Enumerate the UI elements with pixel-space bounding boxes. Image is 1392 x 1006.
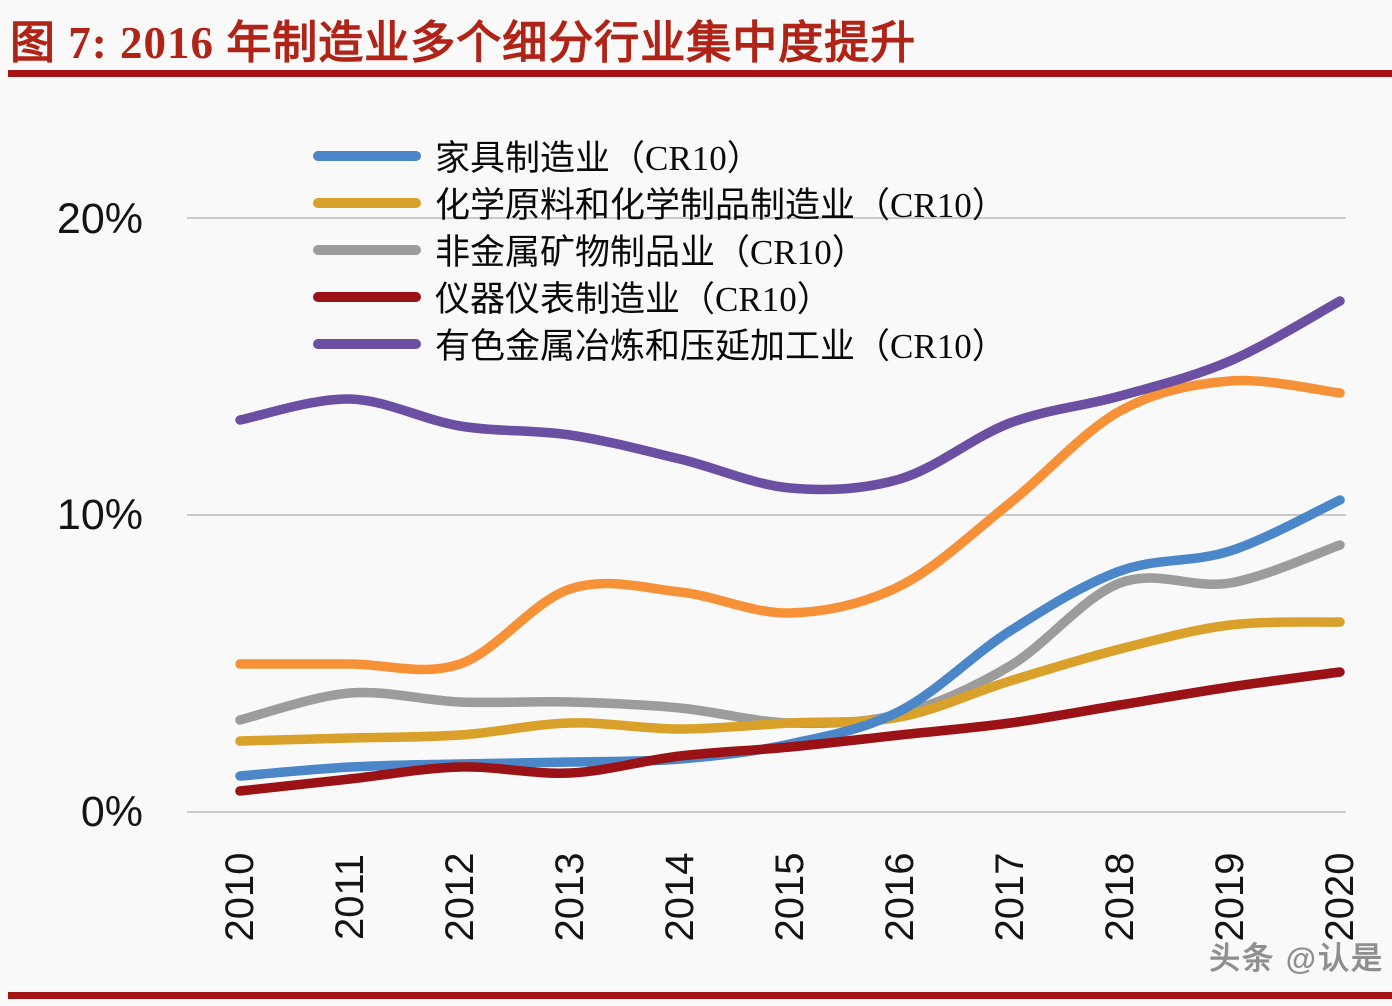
y-axis-tick-0: 0% [80,788,143,836]
series-line-unlabeled-orange [235,375,1345,675]
legend-item-furniture: 家具制造业（CR10） [313,132,1007,179]
x-axis-tick-2012: 2012 [438,853,482,942]
legend-item-chemical: 化学原料和化学制品制造业（CR10） [313,179,1007,226]
x-axis-tick-2014: 2014 [658,853,702,942]
bottom-divider [8,992,1392,999]
legend-line-swatch [313,150,421,161]
legend-line-swatch [313,244,421,255]
legend-line-swatch [313,338,421,349]
x-axis-tick-2015: 2015 [768,853,812,942]
x-axis-tick-2010: 2010 [218,853,262,942]
legend-item-nonferrous-metals: 有色金属冶炼和压延加工业（CR10） [313,320,1007,367]
series-line-instruments [235,667,1345,796]
x-axis-tick-2011: 2011 [328,854,372,940]
figure-title: 图 7: 2016 年制造业多个细分行业集中度提升 [10,18,917,68]
legend-item-instruments: 仪器仪表制造业（CR10） [313,273,1007,320]
x-axis-tick-2020: 2020 [1318,853,1362,942]
legend-item-nonmetal-mineral: 非金属矿物制品业（CR10） [313,226,1007,273]
x-axis-tick-2013: 2013 [548,853,592,942]
legend: 家具制造业（CR10） 化学原料和化学制品制造业（CR10） 非金属矿物制品业（… [313,132,1007,367]
legend-item-label: 非金属矿物制品业（CR10） [435,233,867,272]
series-line-chemical [235,617,1345,746]
y-axis-tick-10: 10% [56,491,143,539]
legend-item-label: 家具制造业（CR10） [435,139,762,178]
series-line-nonferrous-metals [235,296,1345,495]
watermark: 头条 @认是 [1209,941,1384,976]
legend-item-label: 化学原料和化学制品制造业（CR10） [435,186,1007,225]
x-axis-tick-2016: 2016 [878,853,922,942]
y-axis-tick-20: 20% [56,195,143,243]
legend-line-swatch [313,197,421,208]
legend-line-swatch [313,291,421,302]
x-axis-tick-2018: 2018 [1098,853,1142,942]
legend-item-label: 仪器仪表制造业（CR10） [435,280,832,319]
x-axis-tick-2019: 2019 [1208,853,1252,942]
title-divider [8,70,1392,77]
legend-item-label: 有色金属冶炼和压延加工业（CR10） [435,327,1007,366]
x-axis-tick-2017: 2017 [988,853,1032,942]
